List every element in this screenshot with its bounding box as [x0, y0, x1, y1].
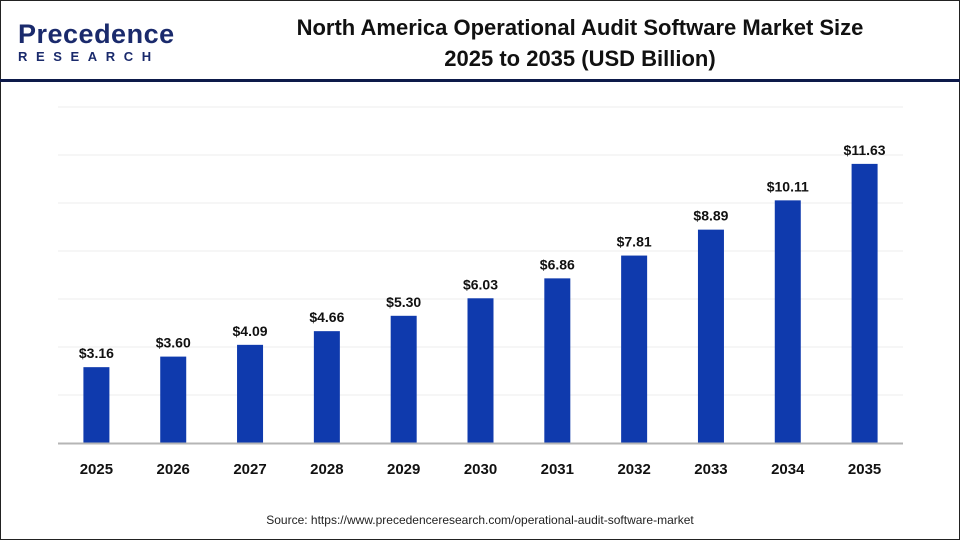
- bar-2028: [313, 331, 340, 443]
- bar-2033: [697, 229, 724, 443]
- source-note: Source: https://www.precedenceresearch.c…: [266, 513, 694, 527]
- data-label: $3.60: [156, 335, 191, 351]
- x-tick-label: 2029: [387, 461, 420, 478]
- precedence-research-logo: Precedence RESEARCH: [18, 20, 175, 64]
- data-label: $8.89: [693, 208, 728, 224]
- header-divider: [0, 79, 960, 82]
- title-line-1: North America Operational Audit Software…: [296, 15, 864, 40]
- x-tick-label: 2026: [157, 461, 190, 478]
- bar-2030: [467, 298, 494, 443]
- x-tick-label: 2030: [464, 461, 497, 478]
- data-label: $6.03: [463, 276, 498, 292]
- x-tick-label: 2031: [541, 461, 574, 478]
- logo-bottom-text: RESEARCH: [18, 49, 160, 64]
- x-tick-label: 2027: [233, 461, 266, 478]
- data-label: $7.81: [617, 234, 652, 250]
- logo-top-text: Precedence: [18, 19, 175, 49]
- bar-2031: [544, 278, 571, 443]
- x-tick-label: 2028: [310, 461, 343, 478]
- x-tick-label: 2032: [617, 461, 650, 478]
- x-tick-label: 2034: [771, 461, 805, 478]
- x-tick-label: 2033: [694, 461, 727, 478]
- bar-2035: [851, 163, 878, 443]
- bar-2029: [390, 315, 417, 443]
- bar-2034: [774, 200, 801, 443]
- x-tick-label: 2025: [80, 461, 113, 478]
- bar-2026: [160, 356, 187, 443]
- data-label: $3.16: [79, 345, 114, 361]
- bar-2025: [83, 367, 110, 443]
- data-label: $11.63: [844, 142, 886, 158]
- title-line-2: 2025 to 2035 (USD Billion): [444, 46, 716, 71]
- data-label: $5.30: [386, 294, 421, 310]
- bar-2027: [237, 344, 264, 443]
- data-label: $6.86: [540, 256, 575, 272]
- data-label: $4.66: [309, 309, 344, 325]
- chart-title: North America Operational Audit Software…: [200, 12, 960, 74]
- data-label: $4.09: [233, 323, 268, 339]
- x-tick-label: 2035: [848, 461, 881, 478]
- bar-2032: [621, 255, 648, 443]
- data-label: $10.11: [767, 178, 809, 194]
